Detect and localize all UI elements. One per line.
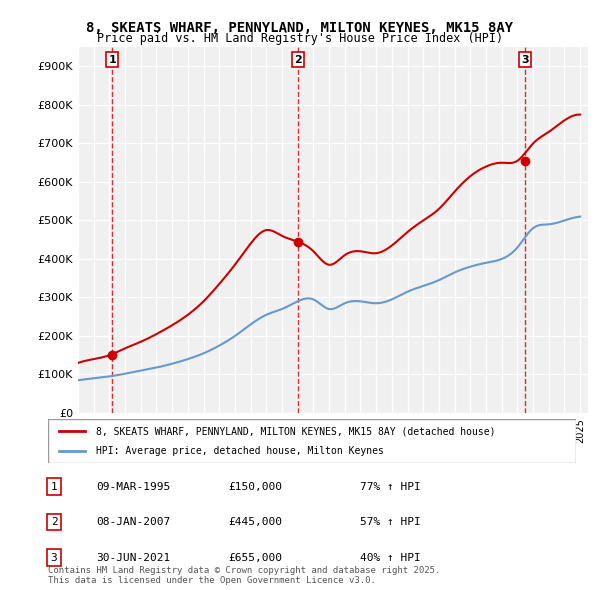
Text: £655,000: £655,000: [228, 553, 282, 562]
Text: 08-JAN-2007: 08-JAN-2007: [96, 517, 170, 527]
Text: 2: 2: [50, 517, 58, 527]
Text: 3: 3: [50, 553, 58, 562]
Text: £445,000: £445,000: [228, 517, 282, 527]
Text: 77% ↑ HPI: 77% ↑ HPI: [360, 482, 421, 491]
Text: Price paid vs. HM Land Registry's House Price Index (HPI): Price paid vs. HM Land Registry's House …: [97, 32, 503, 45]
Text: 57% ↑ HPI: 57% ↑ HPI: [360, 517, 421, 527]
Text: Contains HM Land Registry data © Crown copyright and database right 2025.
This d: Contains HM Land Registry data © Crown c…: [48, 566, 440, 585]
Text: HPI: Average price, detached house, Milton Keynes: HPI: Average price, detached house, Milt…: [95, 446, 383, 455]
Text: 3: 3: [521, 54, 529, 64]
Text: 09-MAR-1995: 09-MAR-1995: [96, 482, 170, 491]
Text: £150,000: £150,000: [228, 482, 282, 491]
FancyBboxPatch shape: [48, 419, 576, 463]
Text: 1: 1: [109, 54, 116, 64]
Text: 8, SKEATS WHARF, PENNYLAND, MILTON KEYNES, MK15 8AY (detached house): 8, SKEATS WHARF, PENNYLAND, MILTON KEYNE…: [95, 427, 495, 436]
Text: 8, SKEATS WHARF, PENNYLAND, MILTON KEYNES, MK15 8AY: 8, SKEATS WHARF, PENNYLAND, MILTON KEYNE…: [86, 21, 514, 35]
Text: 40% ↑ HPI: 40% ↑ HPI: [360, 553, 421, 562]
Text: 30-JUN-2021: 30-JUN-2021: [96, 553, 170, 562]
Text: 1: 1: [50, 482, 58, 491]
Text: 2: 2: [294, 54, 302, 64]
